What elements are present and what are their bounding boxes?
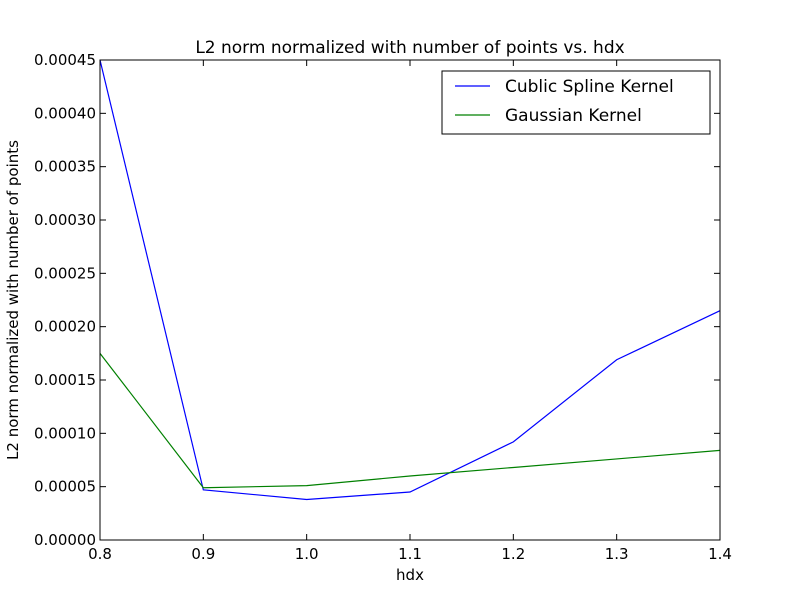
plot-frame — [99, 59, 721, 541]
legend-label-gaussian: Gaussian Kernel — [505, 106, 642, 126]
x-tick-label: 0.8 — [88, 545, 112, 563]
y-tick-label: 0.00035 — [34, 158, 96, 176]
chart-title: L2 norm normalized with number of points… — [195, 38, 624, 58]
x-axis-label: hdx — [396, 566, 424, 584]
y-tick-label: 0.00025 — [34, 264, 96, 282]
y-tick-label: 0.00015 — [34, 371, 96, 389]
y-tick-label: 0.00040 — [34, 104, 96, 122]
y-tick-label: 0.00000 — [34, 531, 96, 549]
y-tick-label: 0.00020 — [34, 318, 96, 336]
legend-box — [441, 70, 711, 135]
x-tick-label: 1.1 — [398, 545, 422, 563]
x-tick-label: 1.2 — [501, 545, 525, 563]
series-line-1 — [99, 352, 721, 489]
series-line-0 — [99, 59, 721, 501]
y-tick-label: 0.00010 — [34, 424, 96, 442]
y-axis-label: L2 norm normalized with number of points — [4, 140, 22, 460]
ticks-layer: 0.8 0.9 1.0 1.1 1.2 1.3 1.4 0.00000 0.00005 0.000… — [34, 51, 732, 563]
legend: Cublic Spline Kernel Gaussian Kernel — [441, 70, 711, 135]
y-tick-label: 0.00030 — [34, 211, 96, 229]
x-tick-label: 0.9 — [191, 545, 215, 563]
x-tick-label: 1.4 — [708, 545, 732, 563]
x-tick-label: 1.0 — [295, 545, 319, 563]
y-tick-label: 0.00045 — [34, 51, 96, 69]
legend-label-cubic-spline: Cublic Spline Kernel — [505, 77, 674, 97]
x-tick-label: 1.3 — [605, 545, 629, 563]
series-layer — [99, 59, 721, 501]
y-tick-label: 0.00005 — [34, 478, 96, 496]
